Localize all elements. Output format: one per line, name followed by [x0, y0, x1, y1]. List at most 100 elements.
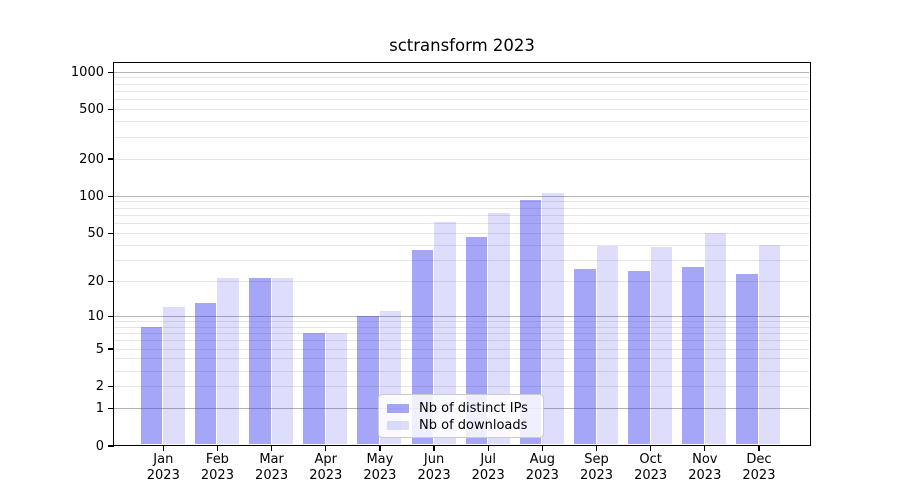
plot-area: Nb of distinct IPs Nb of downloads — [113, 62, 811, 446]
bar-distinct-ips — [140, 326, 163, 444]
gridline-minor — [114, 121, 809, 123]
y-tick-mark — [108, 407, 114, 410]
x-tick-label: May 2023 — [363, 452, 397, 483]
bar-distinct-ips — [574, 269, 596, 444]
bar-distinct-ips — [249, 278, 271, 444]
y-tick-mark — [108, 445, 114, 447]
legend-swatch-downloads — [387, 421, 409, 430]
bar-downloads — [325, 333, 348, 444]
gridline-minor — [114, 259, 809, 261]
y-tick-mark — [108, 315, 114, 317]
legend: Nb of distinct IPs Nb of downloads — [378, 394, 544, 438]
y-tick-mark — [108, 71, 114, 73]
gridline-minor — [114, 99, 809, 101]
y-tick-mark — [108, 348, 114, 350]
x-tick-label: Aug 2023 — [525, 452, 559, 483]
gridline-minor — [114, 320, 809, 322]
gridline-minor — [114, 280, 809, 282]
y-tick-label: 10 — [87, 308, 104, 324]
y-tick-label: 2 — [95, 379, 104, 395]
gridline-minor — [114, 91, 809, 92]
x-tick-mark — [379, 446, 381, 451]
x-tick-mark — [541, 446, 543, 451]
y-tick-label: 1 — [95, 401, 104, 416]
gridline-minor — [114, 232, 809, 234]
y-tick-mark — [108, 385, 114, 388]
y-tick-mark — [108, 158, 114, 160]
x-tick-mark — [270, 446, 273, 451]
x-tick-mark — [325, 446, 327, 451]
gridline-minor — [114, 244, 809, 246]
x-tick-label: Jan 2023 — [146, 452, 180, 483]
bar-downloads — [758, 244, 781, 444]
x-tick-mark — [650, 446, 652, 451]
bar-downloads — [163, 306, 185, 444]
gridline-major — [114, 315, 809, 317]
y-tick-label: 1000 — [70, 64, 104, 80]
y-tick-mark — [108, 195, 114, 197]
gridline-minor — [114, 158, 809, 160]
bar-downloads — [542, 193, 564, 444]
y-tick-mark — [108, 109, 114, 111]
y-tick-label: 100 — [79, 188, 104, 204]
gridline-minor — [114, 386, 809, 388]
bar-downloads — [488, 213, 510, 444]
gridline-minor — [114, 207, 809, 209]
y-tick-label: 0 — [95, 438, 104, 454]
gridline-minor — [114, 326, 809, 328]
x-tick-mark — [595, 446, 598, 451]
x-tick-mark — [487, 446, 489, 451]
y-tick-mark — [108, 280, 114, 282]
bar-downloads — [596, 245, 618, 444]
x-tick-mark — [216, 446, 219, 451]
x-tick-label: Nov 2023 — [688, 452, 722, 483]
x-tick-label: Oct 2023 — [634, 452, 668, 483]
x-tick-label: Dec 2023 — [742, 452, 776, 483]
bar-distinct-ips — [519, 200, 542, 444]
chart-title: sctransform 2023 — [389, 36, 535, 55]
y-tick-mark — [108, 232, 114, 234]
legend-swatch-distinct-ips — [387, 404, 409, 413]
gridline-minor — [114, 201, 809, 203]
legend-item-downloads: Nb of downloads — [387, 418, 535, 433]
gridline-minor — [114, 348, 809, 350]
bar-downloads — [434, 222, 456, 444]
x-tick-mark — [704, 446, 706, 451]
legend-label-distinct-ips: Nb of distinct IPs — [419, 401, 528, 416]
y-tick-label: 200 — [79, 151, 104, 167]
gridline-minor — [114, 77, 809, 79]
y-tick-label: 500 — [79, 102, 104, 118]
gridline-minor — [114, 214, 809, 216]
y-tick-label: 20 — [87, 273, 104, 289]
gridline-minor — [114, 358, 809, 360]
gridline-minor — [114, 109, 809, 111]
bar-downloads — [217, 278, 239, 444]
bar-downloads — [271, 278, 294, 444]
bars-layer — [114, 63, 809, 444]
gridline-minor — [114, 333, 809, 334]
x-tick-label: Sep 2023 — [579, 452, 614, 483]
gridline-major — [114, 71, 809, 73]
y-tick-label: 5 — [95, 341, 104, 357]
bar-distinct-ips — [682, 267, 704, 444]
gridlines-layer — [114, 63, 809, 444]
x-tick-label: Mar 2023 — [255, 452, 289, 483]
bar-distinct-ips — [357, 315, 379, 444]
x-tick-label: Apr 2023 — [309, 452, 343, 483]
gridline-minor — [114, 370, 809, 372]
gridline-minor — [114, 136, 809, 138]
bar-distinct-ips — [194, 302, 217, 444]
x-tick-mark — [758, 446, 760, 451]
bar-downloads — [704, 232, 727, 444]
x-tick-label: Jul 2023 — [471, 452, 505, 483]
bar-distinct-ips — [303, 333, 325, 444]
gridline-major — [114, 195, 809, 197]
legend-label-downloads: Nb of downloads — [419, 418, 528, 433]
bar-distinct-ips — [465, 237, 488, 444]
x-tick-label: Jun 2023 — [417, 452, 451, 483]
x-tick-mark — [433, 446, 435, 451]
bar-downloads — [650, 247, 673, 444]
legend-item-distinct-ips: Nb of distinct IPs — [387, 401, 535, 416]
bar-distinct-ips — [736, 273, 758, 444]
